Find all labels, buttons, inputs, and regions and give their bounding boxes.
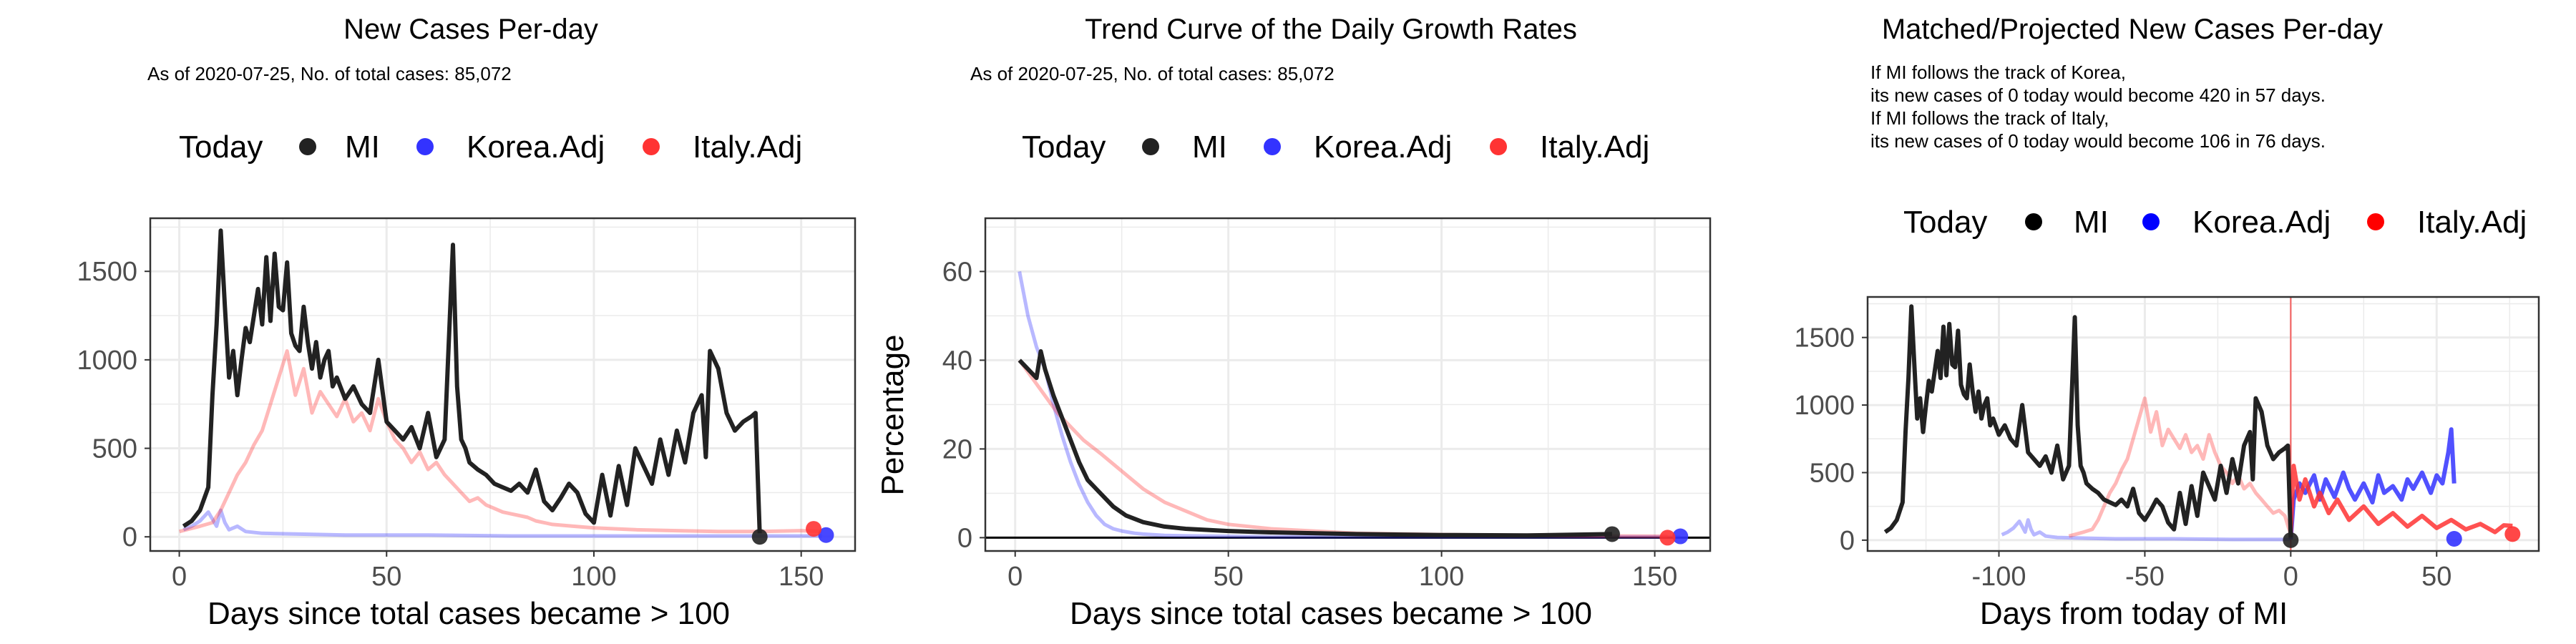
panel2-legend-italy-key — [1490, 138, 1507, 155]
series-line-mi — [1018, 349, 1612, 538]
panel3-subtitle-line-4: its new cases of 0 today would become 10… — [1870, 130, 2326, 152]
today-point-mi — [1604, 526, 1620, 542]
x-tick-label: 50 — [371, 562, 401, 592]
panel2-background — [985, 218, 1710, 551]
panel1-legend-korea: Korea.Adj — [467, 130, 605, 165]
y-tick-label: 1500 — [77, 257, 137, 287]
panel-new-cases: New Cases Per-day As of 2020-07-25, No. … — [77, 14, 857, 631]
panel3-legend-korea: Korea.Adj — [2192, 205, 2331, 240]
panel3-legend-italy-key — [2367, 213, 2384, 230]
today-point-mi — [751, 529, 768, 545]
panel2-plot-area: 0 50 100 150 0 20 40 60 — [942, 217, 1712, 592]
panel1-legend-title: Today — [179, 130, 263, 165]
panel1-legend-mi: MI — [345, 130, 380, 165]
x-tick-label: -50 — [2125, 562, 2165, 592]
y-tick-label: 0 — [957, 523, 972, 553]
panel-growth-rates: Trend Curve of the Daily Growth Rates As… — [875, 14, 1712, 631]
x-tick-label: 100 — [571, 562, 616, 592]
y-tick-label: 1000 — [77, 346, 137, 376]
panel1-legend-mi-key — [299, 138, 316, 155]
panel3-subtitle-line-1: If MI follows the track of Korea, — [1870, 62, 2126, 83]
y-tick-label: 20 — [942, 434, 972, 464]
panel1-background — [150, 218, 855, 551]
y-tick-label: 60 — [942, 257, 972, 287]
panel2-legend-italy: Italy.Adj — [1540, 130, 1649, 165]
panel2-title: Trend Curve of the Daily Growth Rates — [1085, 14, 1577, 45]
panel2-frame — [984, 217, 1712, 552]
panel1-title: New Cases Per-day — [343, 14, 598, 45]
panel3-subtitle: If MI follows the track of Korea, its ne… — [1870, 62, 2326, 152]
panel2-legend-mi-key — [1142, 138, 1159, 155]
x-tick-label: 0 — [172, 562, 187, 592]
series-line-mi — [182, 228, 762, 534]
y-tick-label: 0 — [1840, 526, 1855, 556]
y-tick-label: 40 — [942, 346, 972, 376]
panel-projected-cases: Matched/Projected New Cases Per-day If M… — [1794, 14, 2540, 631]
x-tick-label: 0 — [2283, 562, 2298, 592]
panel2-subtitle: As of 2020-07-25, No. of total cases: 85… — [970, 63, 1335, 84]
panel2-legend: Today MI Korea.Adj Italy.Adj — [1022, 130, 1649, 165]
x-tick-label: 50 — [1214, 562, 1244, 592]
x-tick-label: -100 — [1971, 562, 2026, 592]
panel1-subtitle: As of 2020-07-25, No. of total cases: 85… — [147, 63, 512, 84]
today-point-mi — [2283, 532, 2299, 548]
today-point-korea-adj — [818, 527, 834, 543]
today-point-italy-adj — [806, 521, 822, 537]
panel3-background — [1868, 297, 2539, 551]
series-line-korea-adj-projected — [2288, 427, 2457, 540]
panel3-title: Matched/Projected New Cases Per-day — [1882, 14, 2383, 45]
x-tick-label: 0 — [1008, 562, 1023, 592]
panel1-legend-italy-key — [643, 138, 660, 155]
panel1-legend-korea-key — [416, 138, 434, 155]
series-line-mi — [1883, 304, 2293, 538]
series-line-korea-adj — [182, 508, 822, 538]
panel3-subtitle-line-2: its new cases of 0 today would become 42… — [1870, 84, 2326, 106]
panel3-legend: Today MI Korea.Adj Italy.Adj — [1903, 205, 2527, 240]
today-point-korea-adj — [1672, 528, 1689, 545]
panel3-legend-title: Today — [1903, 205, 1987, 240]
panel2-legend-korea: Korea.Adj — [1314, 130, 1452, 165]
series-line-italy-adj-history — [2068, 396, 2293, 538]
panel2-xlabel: Days since total cases became > 100 — [1070, 596, 1592, 631]
panel2-legend-mi: MI — [1192, 130, 1227, 165]
y-tick-label: 1000 — [1794, 391, 1855, 421]
today-point-korea-adj — [2446, 531, 2462, 547]
panel1-frame — [149, 217, 857, 552]
x-tick-label: 50 — [2421, 562, 2451, 592]
y-tick-label: 1500 — [1794, 323, 1855, 353]
today-point-italy-adj — [2504, 526, 2521, 542]
x-tick-label: 100 — [1419, 562, 1464, 592]
panel3-xlabel: Days from today of MI — [1980, 596, 2288, 631]
panel2-legend-title: Today — [1022, 130, 1106, 165]
panel3-legend-korea-key — [2142, 213, 2160, 230]
series-line-italy-adj-projected — [2288, 464, 2513, 535]
series-line-italy-adj — [178, 349, 822, 534]
panel3-frame — [1866, 296, 2540, 552]
today-point-italy-adj — [1659, 530, 1676, 546]
panel3-subtitle-line-3: If MI follows the track of Italy, — [1870, 107, 2109, 129]
panel1-xlabel: Days since total cases became > 100 — [208, 596, 730, 631]
series-line-korea-adj-history — [2001, 518, 2291, 542]
panel2-ylabel: Percentage — [875, 334, 910, 495]
y-tick-label: 500 — [1810, 458, 1855, 488]
panel3-legend-italy: Italy.Adj — [2417, 205, 2527, 240]
y-tick-label: 0 — [122, 522, 137, 552]
panel3-legend-mi: MI — [2074, 205, 2109, 240]
x-tick-label: 150 — [779, 562, 824, 592]
y-tick-label: 500 — [92, 434, 137, 464]
panel1-legend: Today MI Korea.Adj Italy.Adj — [179, 130, 802, 165]
x-tick-label: 150 — [1632, 562, 1677, 592]
panel1-legend-italy: Italy.Adj — [693, 130, 802, 165]
panel3-legend-mi-key — [2025, 213, 2042, 230]
panel2-legend-korea-key — [1264, 138, 1281, 155]
